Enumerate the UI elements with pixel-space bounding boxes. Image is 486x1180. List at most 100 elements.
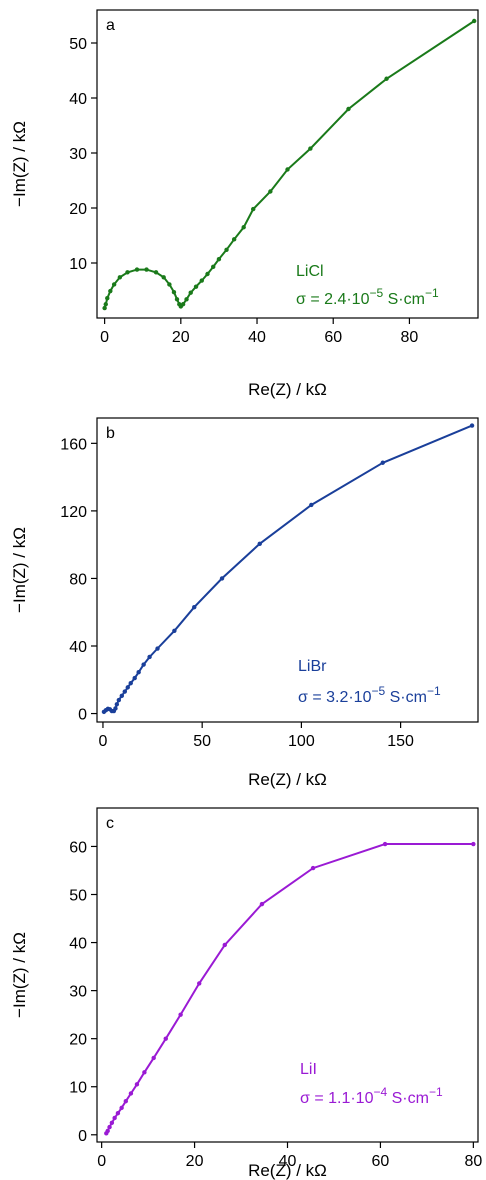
- data-point: [197, 981, 202, 986]
- data-point: [193, 284, 199, 289]
- data-point: [163, 1036, 168, 1041]
- x-tick-label: 0: [100, 329, 109, 346]
- y-tick-label: 30: [69, 146, 87, 163]
- data-point: [114, 702, 120, 707]
- y-tick-label: 120: [60, 504, 87, 521]
- data-point: [167, 282, 172, 287]
- data-point: [224, 247, 229, 252]
- data-point: [144, 267, 149, 272]
- data-point: [105, 1128, 110, 1134]
- data-point: [141, 662, 146, 667]
- data-point: [134, 1082, 140, 1087]
- y-tick-label: 160: [60, 436, 87, 453]
- y-tick-label: 40: [69, 639, 87, 656]
- conductivity-label: σ = 2.4·10−5 S·cm−1: [296, 286, 439, 308]
- data-point: [161, 275, 166, 280]
- compound-label: LiCl: [296, 263, 324, 280]
- x-tick-label: 20: [186, 1153, 204, 1170]
- data-point: [192, 604, 197, 610]
- sigma-unit: S·cm: [383, 291, 425, 308]
- data-point: [147, 654, 152, 660]
- data-point: [116, 697, 122, 703]
- plot-frame: [96, 9, 479, 319]
- unit-exponent: −1: [425, 286, 439, 300]
- data-point: [108, 288, 113, 294]
- sigma-prefix: σ = 1.1·10: [300, 1090, 374, 1107]
- x-tick-label: 80: [464, 1153, 482, 1170]
- data-point: [113, 706, 118, 711]
- x-tick-label: 60: [324, 329, 342, 346]
- sigma-prefix: σ = 2.4·10: [296, 291, 370, 308]
- y-axis-label: −Im(Z) / kΩ: [10, 932, 29, 1018]
- data-point: [205, 271, 210, 277]
- data-point: [285, 167, 290, 172]
- y-tick-label: 0: [78, 707, 87, 724]
- data-point: [471, 841, 476, 847]
- data-point: [151, 1055, 156, 1061]
- unit-exponent: −1: [429, 1085, 443, 1099]
- data-point: [117, 275, 123, 280]
- x-tick-label: 0: [99, 733, 108, 750]
- data-point: [128, 1091, 134, 1096]
- y-tick-label: 20: [69, 1032, 87, 1049]
- data-point: [103, 302, 108, 307]
- y-tick-label: 10: [69, 256, 87, 273]
- panel-b: 0 50 100 150 0 40 80 120 160 Re(Z) / kΩ −Im(Z) / k…: [10, 417, 479, 789]
- data-point: [241, 225, 246, 230]
- data-point: [111, 282, 117, 287]
- data-point: [128, 680, 133, 686]
- compound-label: LiI: [300, 1061, 317, 1078]
- data-point: [257, 541, 262, 547]
- conductivity-label: σ = 3.2·10−5 S·cm−1: [298, 684, 441, 706]
- y-axis-label: −Im(Z) / kΩ: [10, 121, 29, 207]
- x-tick-label: 40: [248, 329, 266, 346]
- data-point: [115, 1110, 121, 1116]
- data-point: [107, 1124, 112, 1130]
- panel-letter: b: [106, 425, 115, 442]
- x-axis-label: Re(Z) / kΩ: [248, 770, 327, 789]
- x-tick-label: 20: [172, 329, 190, 346]
- plot-frame: [96, 417, 479, 723]
- data-point: [172, 628, 177, 633]
- data-point: [346, 106, 351, 112]
- data-point: [309, 502, 314, 508]
- data-point: [119, 1105, 124, 1111]
- data-point: [136, 669, 141, 675]
- data-point: [125, 685, 130, 690]
- series-line: [103, 20, 475, 309]
- series-line: [103, 424, 473, 713]
- x-tick-label: 60: [372, 1153, 390, 1170]
- data-point: [178, 1012, 183, 1017]
- y-tick-label: 50: [69, 36, 87, 53]
- data-point: [231, 237, 237, 242]
- x-tick-label: 80: [401, 329, 419, 346]
- x-tick-label: 40: [279, 1153, 297, 1170]
- y-tick-label: 10: [69, 1080, 87, 1097]
- data-point: [222, 942, 227, 948]
- sigma-exponent: −4: [373, 1085, 387, 1099]
- data-point: [174, 297, 180, 302]
- data-point: [184, 297, 189, 302]
- x-axis-label: Re(Z) / kΩ: [248, 380, 327, 399]
- data-point: [259, 901, 265, 907]
- data-point: [219, 576, 225, 581]
- data-point: [102, 305, 107, 311]
- panel-letter: c: [106, 815, 114, 832]
- y-tick-label: 80: [69, 571, 87, 588]
- panel-a: 0 20 40 60 80 10 20 30 40 50 Re(Z) / kΩ −Im(Z) / kΩ…: [10, 9, 479, 399]
- x-axis-label: Re(Z) / kΩ: [248, 1161, 327, 1180]
- data-point: [109, 1120, 115, 1125]
- data-point: [308, 146, 313, 151]
- compound-label: LiBr: [298, 658, 327, 675]
- y-tick-label: 50: [69, 888, 87, 905]
- sigma-unit: S·cm: [385, 689, 427, 706]
- unit-exponent: −1: [427, 684, 441, 698]
- data-point: [216, 256, 222, 262]
- y-tick-label: 0: [78, 1128, 87, 1145]
- data-point: [251, 206, 256, 212]
- y-tick-label: 30: [69, 984, 87, 1001]
- panel-letter: a: [106, 17, 115, 34]
- y-tick-label: 40: [69, 936, 87, 953]
- x-tick-label: 100: [288, 733, 315, 750]
